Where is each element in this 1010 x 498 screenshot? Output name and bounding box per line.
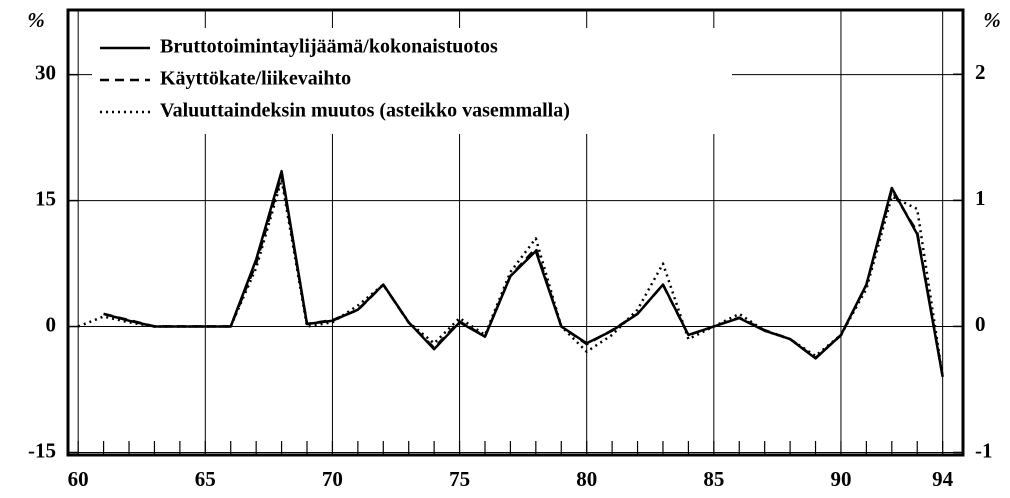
y2-tick-label: -1 [975, 438, 993, 462]
legend-label: Valuuttaindeksin muutos (asteikko vasemm… [160, 100, 570, 122]
line-series [103, 169, 944, 378]
x-tick-label: 80 [576, 467, 597, 491]
x-tick-label: 85 [703, 467, 724, 491]
legend: Bruttotoimintaylijäämä/kokonaistuotos Kä… [92, 28, 732, 134]
plot-frame [66, 8, 965, 457]
legend-label: Käyttökate/liikevaihto [160, 68, 351, 90]
y-unit-left: % [27, 8, 45, 32]
x-tick-label: 94 [932, 467, 954, 491]
x-tick-label: 75 [449, 467, 470, 491]
line-series [77, 178, 944, 378]
y-tick-label: 30 [35, 60, 56, 84]
x-tick-label: 65 [195, 467, 216, 491]
y-tick-label: -15 [28, 438, 56, 462]
y2-tick-label: 0 [975, 312, 986, 336]
x-tick-label: 70 [322, 467, 343, 491]
y2-tick-label: 1 [975, 186, 986, 210]
legend-label: Bruttotoimintaylijäämä/kokonaistuotos [160, 36, 498, 58]
y-tick-label: 15 [35, 186, 56, 210]
y-unit-right: % [983, 8, 1001, 32]
x-tick-label: 90 [830, 467, 851, 491]
legend-box [92, 28, 732, 134]
line-series [103, 173, 944, 378]
y-tick-label: 0 [46, 312, 57, 336]
x-tick-label: 60 [68, 467, 89, 491]
y2-tick-label: 2 [975, 60, 986, 84]
